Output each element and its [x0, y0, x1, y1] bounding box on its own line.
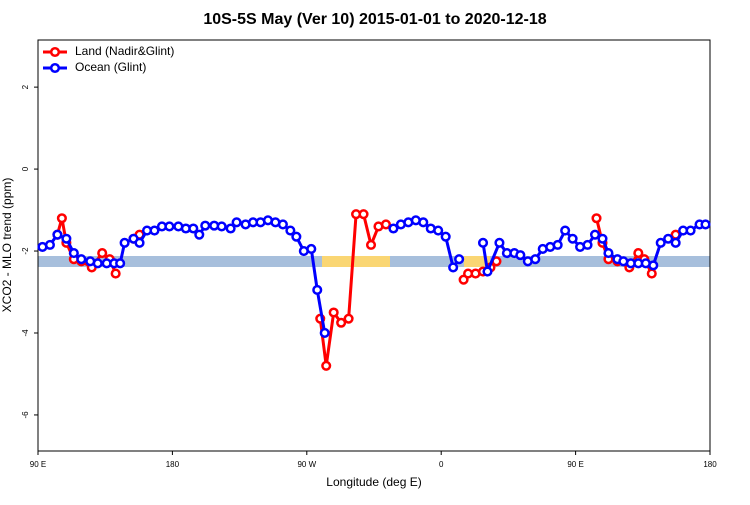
data-point — [76, 254, 87, 265]
data-point — [92, 258, 103, 269]
data-point — [454, 254, 465, 265]
x-tick-label: 90 E — [30, 460, 46, 469]
y-tick-label: 0 — [21, 166, 30, 171]
data-point — [319, 327, 330, 339]
land-band — [464, 256, 490, 267]
data-point — [285, 225, 296, 236]
data-point — [134, 237, 145, 248]
legend-marker — [49, 62, 61, 74]
data-point — [44, 239, 55, 250]
data-point — [494, 237, 505, 248]
data-point — [560, 225, 571, 236]
x-axis-label: Longitude (deg E) — [326, 475, 421, 489]
data-point — [358, 209, 369, 220]
legend-marker — [49, 46, 61, 58]
data-point — [567, 233, 578, 244]
data-point — [552, 239, 563, 250]
x-tick-label: 180 — [166, 460, 180, 469]
legend-label: Land (Nadir&Glint) — [75, 44, 174, 58]
data-point — [119, 237, 130, 248]
x-tick-label: 0 — [439, 460, 444, 469]
data-point — [291, 231, 302, 242]
data-point — [582, 239, 593, 250]
y-axis-label: XCO2 - MLO trend (ppm) — [0, 178, 14, 313]
y-tick-label: -6 — [21, 411, 30, 419]
data-point — [321, 360, 332, 371]
x-tick-label: 90 W — [297, 460, 316, 469]
data-point — [663, 233, 674, 244]
data-point — [388, 223, 399, 234]
data-point — [61, 233, 72, 244]
data-point — [52, 229, 63, 240]
data-point — [97, 248, 108, 259]
data-point — [589, 229, 601, 240]
data-point — [328, 307, 339, 318]
data-point — [700, 219, 711, 230]
data-point — [648, 260, 659, 271]
data-point — [194, 229, 205, 240]
y-tick-label: -4 — [21, 329, 30, 337]
data-point — [530, 254, 541, 265]
y-tick-label: -2 — [21, 247, 30, 255]
data-point — [164, 221, 175, 232]
data-point — [685, 225, 696, 236]
data-point — [216, 221, 227, 232]
data-point — [312, 284, 323, 296]
data-point — [433, 225, 444, 236]
data-point — [200, 220, 211, 231]
data-point — [115, 258, 126, 269]
land-band — [322, 256, 390, 267]
data-point — [477, 237, 489, 248]
y-tick-label: 2 — [21, 84, 30, 89]
data-point — [56, 213, 67, 224]
data-point — [440, 231, 451, 242]
surface-band — [38, 256, 710, 267]
data-point — [597, 233, 608, 244]
data-point — [336, 317, 347, 328]
data-point — [603, 248, 614, 259]
x-tick-label: 90 E — [567, 460, 583, 469]
data-point — [646, 268, 657, 279]
series-line — [57, 214, 675, 366]
data-point — [380, 219, 391, 230]
data-point — [482, 266, 493, 277]
data-point — [231, 217, 242, 228]
data-point — [343, 313, 354, 324]
data-point — [365, 239, 377, 250]
chart-title: 10S-5S May (Ver 10) 2015-01-01 to 2020-1… — [203, 11, 546, 28]
legend-label: Ocean (Glint) — [75, 60, 146, 74]
data-point — [110, 268, 121, 279]
data-point — [306, 243, 317, 255]
data-point — [277, 219, 288, 230]
x-tick-label: 180 — [703, 460, 717, 469]
data-point — [633, 248, 644, 259]
data-point — [188, 223, 199, 234]
data-point — [670, 237, 681, 248]
data-point — [68, 248, 79, 259]
data-point — [418, 217, 429, 228]
data-point — [225, 223, 236, 234]
data-point — [591, 213, 602, 224]
data-point — [515, 250, 526, 261]
data-point — [655, 237, 666, 248]
data-point — [448, 262, 459, 273]
data-point — [149, 225, 160, 236]
